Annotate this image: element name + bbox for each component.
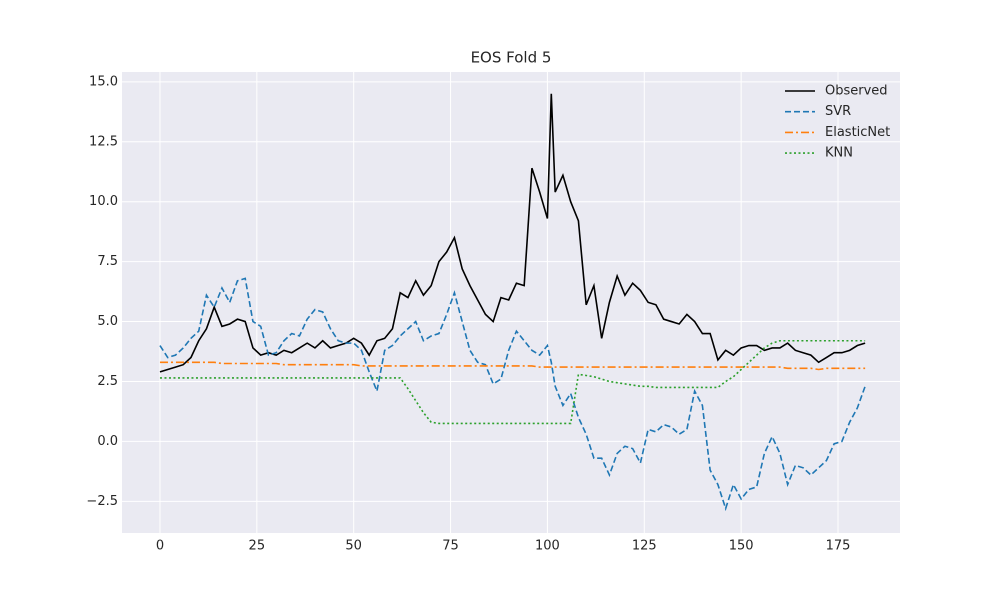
x-tick-label: 100 xyxy=(535,539,560,554)
x-tick-label: 0 xyxy=(156,539,164,554)
y-tick-label: −2.5 xyxy=(86,494,118,509)
x-tick-label: 175 xyxy=(826,539,851,554)
y-tick-label: 7.5 xyxy=(97,254,118,269)
x-tick-label: 25 xyxy=(249,539,266,554)
y-tick-label: 5.0 xyxy=(97,314,118,329)
legend-label: KNN xyxy=(825,146,853,161)
series-line xyxy=(159,339,866,425)
x-tick-label: 50 xyxy=(345,539,362,554)
x-tick-label: 75 xyxy=(442,539,459,554)
series-line xyxy=(159,361,866,371)
legend-label: Observed xyxy=(825,84,888,99)
y-tick-label: 12.5 xyxy=(89,134,118,149)
legend-label: ElasticNet xyxy=(825,125,890,140)
plot-area xyxy=(122,72,900,533)
x-tick-label: 150 xyxy=(729,539,754,554)
legend-label: SVR xyxy=(825,104,851,119)
x-tick-label: 125 xyxy=(632,539,657,554)
y-tick-label: 0.0 xyxy=(97,434,118,449)
y-tick-label: 2.5 xyxy=(97,374,118,389)
y-tick-label: 10.0 xyxy=(89,194,118,209)
series-line xyxy=(159,277,866,512)
y-tick-label: 15.0 xyxy=(89,74,118,89)
series-line xyxy=(159,93,866,373)
chart-title: EOS Fold 5 xyxy=(471,49,552,67)
